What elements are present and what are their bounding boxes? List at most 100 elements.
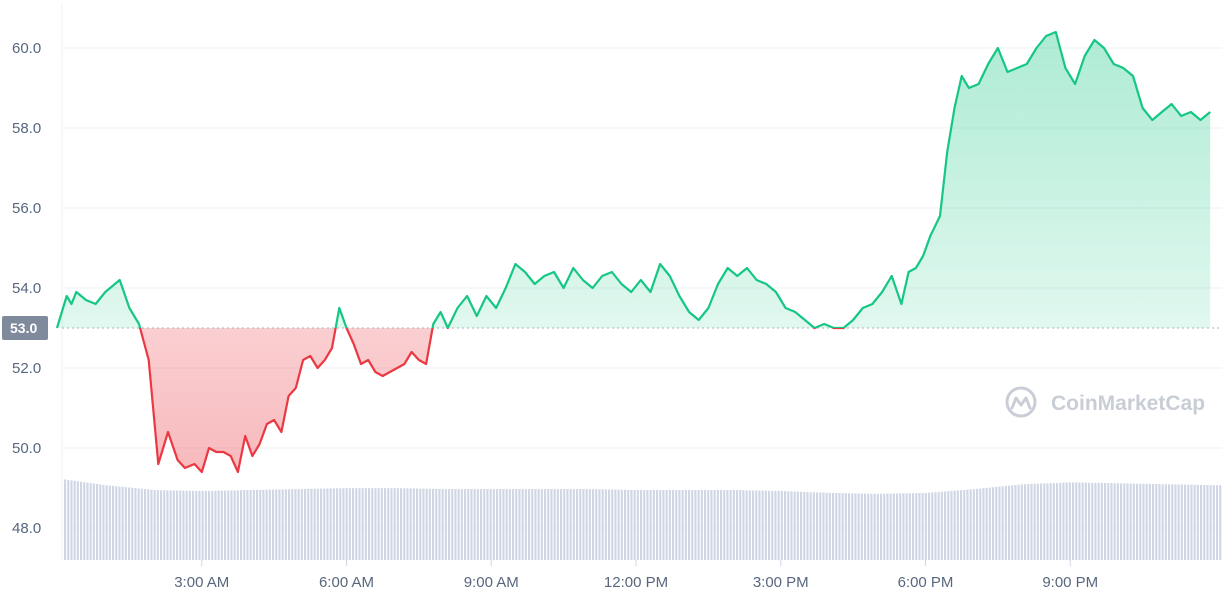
volume-bar: [1065, 482, 1068, 560]
volume-bar: [1068, 482, 1071, 560]
volume-bar: [841, 493, 844, 560]
volume-bar: [470, 489, 473, 560]
volume-bar: [284, 489, 287, 560]
volume-bar: [352, 488, 355, 560]
volume-bar: [886, 493, 889, 560]
volume-bar: [355, 488, 358, 560]
volume-bar: [300, 489, 303, 560]
volume-bar: [112, 485, 115, 560]
volume-bar: [684, 490, 687, 560]
volume-bar: [316, 488, 319, 560]
volume-bar: [883, 493, 886, 560]
volume-bar: [169, 490, 172, 560]
volume-bar: [1190, 484, 1193, 560]
volume-bar: [915, 493, 918, 560]
volume-bar: [547, 489, 550, 560]
volume-bar: [729, 490, 732, 560]
volume-bar: [92, 483, 95, 560]
volume-bar: [838, 493, 841, 560]
volume-bar: [313, 488, 316, 560]
volume-bar: [153, 490, 156, 560]
volume-bar: [326, 488, 329, 560]
volume-bar: [230, 490, 233, 560]
volume-bar: [707, 490, 710, 560]
volume-bar: [659, 490, 662, 560]
volume-bar: [537, 489, 540, 560]
volume-bar: [419, 488, 422, 560]
volume-bar: [931, 492, 934, 560]
volume-bar: [1100, 482, 1103, 560]
volume-bar: [918, 493, 921, 560]
volume-bar: [995, 486, 998, 560]
volume-bar: [521, 489, 524, 560]
volume-bar: [873, 493, 876, 560]
volume-bar: [1126, 483, 1129, 560]
volume-bar: [310, 488, 313, 560]
volume-bar: [1030, 483, 1033, 560]
volume-bar: [262, 489, 265, 560]
volume-bar: [1004, 485, 1007, 560]
volume-bar: [656, 490, 659, 560]
volume-bar: [905, 493, 908, 560]
volume-bar: [291, 489, 294, 560]
volume-bar: [1184, 484, 1187, 560]
volume-bar: [739, 490, 742, 560]
volume-bar: [640, 490, 643, 560]
volume-bar: [534, 489, 537, 560]
volume-bar: [1203, 484, 1206, 560]
volume-bar: [492, 489, 495, 560]
volume-bar: [115, 486, 118, 560]
volume-bar: [899, 493, 902, 560]
volume-bar: [745, 490, 748, 560]
volume-bar: [752, 490, 755, 560]
volume-bar: [499, 489, 502, 560]
volume-bar: [390, 488, 393, 560]
volume-bar: [147, 489, 150, 560]
volume-bar: [1139, 483, 1142, 560]
volume-bar: [323, 488, 326, 560]
volume-bar: [934, 492, 937, 560]
volume-bar: [697, 490, 700, 560]
volume-bar: [201, 490, 204, 560]
volume-bar: [969, 489, 972, 560]
volume-bar: [361, 488, 364, 560]
volume-bar: [953, 490, 956, 560]
reference-badge-bg: [2, 316, 48, 340]
volume-bar: [1001, 486, 1004, 560]
volume-bar: [627, 489, 630, 560]
volume-bar: [755, 490, 758, 560]
volume-bar: [921, 492, 924, 560]
volume-bar: [646, 490, 649, 560]
volume-bar: [150, 489, 153, 560]
volume-bar: [1123, 483, 1126, 560]
volume-bar: [924, 492, 927, 560]
volume-bar: [560, 489, 563, 560]
volume-bar: [928, 492, 931, 560]
volume-bar: [592, 489, 595, 560]
volume-bar: [396, 488, 399, 560]
volume-bar: [851, 493, 854, 560]
volume-bar: [800, 491, 803, 560]
x-tick-label: 6:00 AM: [319, 574, 374, 591]
volume-bar: [1180, 484, 1183, 560]
price-line-down: [57, 328, 846, 474]
volume-bar: [134, 488, 137, 560]
volume-bar: [1171, 484, 1174, 560]
y-tick-label: 50.0: [12, 440, 41, 457]
volume-bar: [681, 490, 684, 560]
reference-badge-label: 53.0: [10, 320, 37, 336]
volume-bar: [99, 484, 102, 560]
volume-bar: [73, 480, 76, 560]
volume-bar: [364, 488, 367, 560]
volume-bar: [1212, 485, 1215, 560]
volume-bar: [531, 489, 534, 560]
volume-bar: [688, 490, 691, 560]
volume-bar: [412, 488, 415, 560]
volume-bar: [496, 489, 499, 560]
volume-bar: [518, 489, 521, 560]
price-area-fill: [57, 32, 1211, 472]
volume-bar: [870, 493, 873, 560]
volume-bar: [732, 490, 735, 560]
volume-bar: [598, 489, 601, 560]
volume-bar: [70, 480, 73, 560]
